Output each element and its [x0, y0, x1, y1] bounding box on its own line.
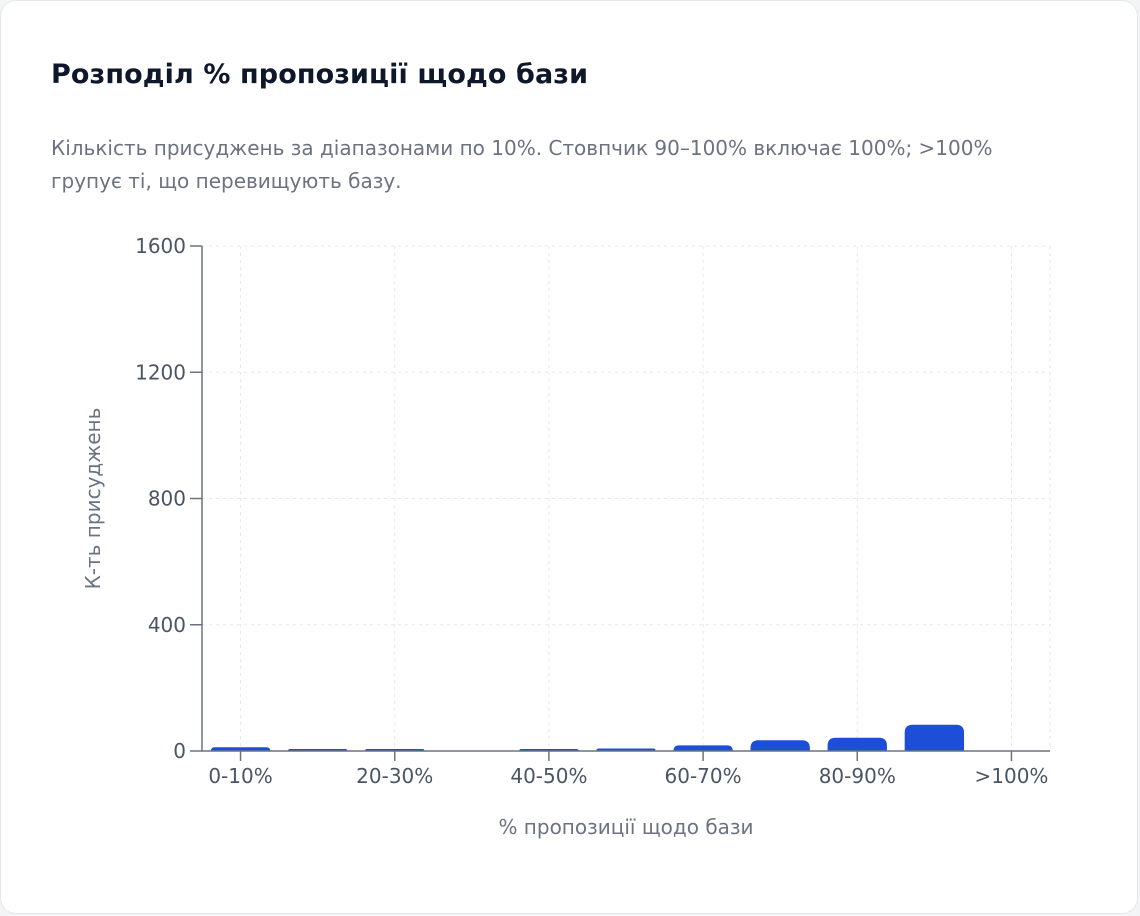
y-axis-title: К-ть присуджень — [81, 408, 105, 590]
x-tick-label: 40-50% — [510, 764, 587, 788]
x-tick-label: 0-10% — [208, 764, 272, 788]
x-tick-label: 20-30% — [356, 764, 433, 788]
y-tick-label: 800 — [148, 487, 186, 511]
bar-60-70%[interactable] — [673, 745, 733, 751]
y-tick-labels: 0 400 800 1200 1600 — [135, 234, 186, 763]
bar-90-100%[interactable] — [904, 724, 965, 751]
gridlines — [202, 245, 1051, 751]
card-title: Розподіл % пропозиції щодо бази — [51, 59, 589, 90]
axes — [190, 245, 1050, 761]
x-tick-label: 80-90% — [819, 764, 896, 788]
x-tick-label: >100% — [974, 764, 1048, 788]
y-tick-label: 1200 — [135, 360, 186, 384]
bar-80-90%[interactable] — [827, 737, 887, 751]
y-tick-label: 400 — [148, 613, 186, 637]
card-subtitle: Кількість присуджень за діапазонами по 1… — [51, 136, 993, 193]
bar-70-80%[interactable] — [750, 740, 810, 751]
x-tick-label: 60-70% — [665, 764, 742, 788]
y-tick-label: 1600 — [135, 234, 186, 258]
x-axis-title: % пропозиції щодо бази — [498, 815, 753, 839]
bar-0-10%[interactable] — [210, 747, 271, 751]
x-tick-labels: 0-10% 20-30% 40-50% 60-70% 80-90% >100% — [208, 764, 1048, 788]
y-tick-label: 0 — [173, 739, 186, 763]
bars — [210, 724, 965, 751]
